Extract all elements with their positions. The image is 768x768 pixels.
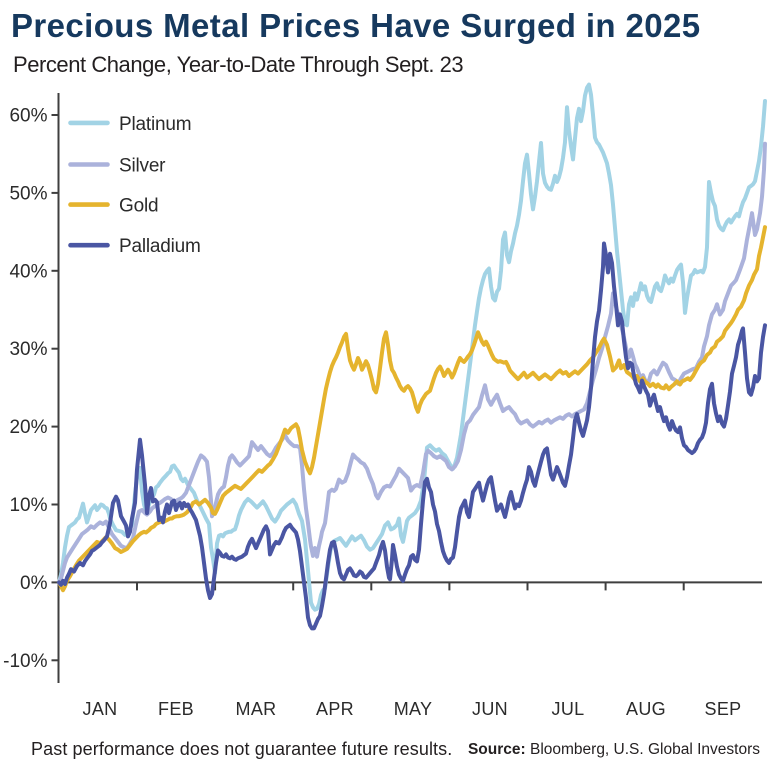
svg-text:20%: 20% <box>9 417 47 438</box>
svg-text:AUG: AUG <box>626 699 666 719</box>
svg-text:30%: 30% <box>9 339 47 360</box>
svg-text:10%: 10% <box>9 495 47 516</box>
svg-text:JUN: JUN <box>472 699 508 719</box>
svg-text:Silver: Silver <box>119 156 166 177</box>
svg-text:JUL: JUL <box>552 699 585 719</box>
svg-text:Gold: Gold <box>119 196 158 217</box>
svg-text:60%: 60% <box>9 106 47 127</box>
svg-text:APR: APR <box>316 699 354 719</box>
svg-text:-10%: -10% <box>3 651 47 672</box>
svg-text:SEP: SEP <box>705 699 742 719</box>
svg-text:40%: 40% <box>9 261 47 282</box>
svg-text:MAY: MAY <box>394 699 433 719</box>
svg-text:50%: 50% <box>9 183 47 204</box>
svg-text:Palladium: Palladium <box>119 236 201 257</box>
svg-text:0%: 0% <box>20 573 48 594</box>
svg-text:Platinum: Platinum <box>119 114 191 135</box>
svg-text:JAN: JAN <box>83 699 118 719</box>
svg-text:FEB: FEB <box>158 699 194 719</box>
svg-text:MAR: MAR <box>236 699 277 719</box>
